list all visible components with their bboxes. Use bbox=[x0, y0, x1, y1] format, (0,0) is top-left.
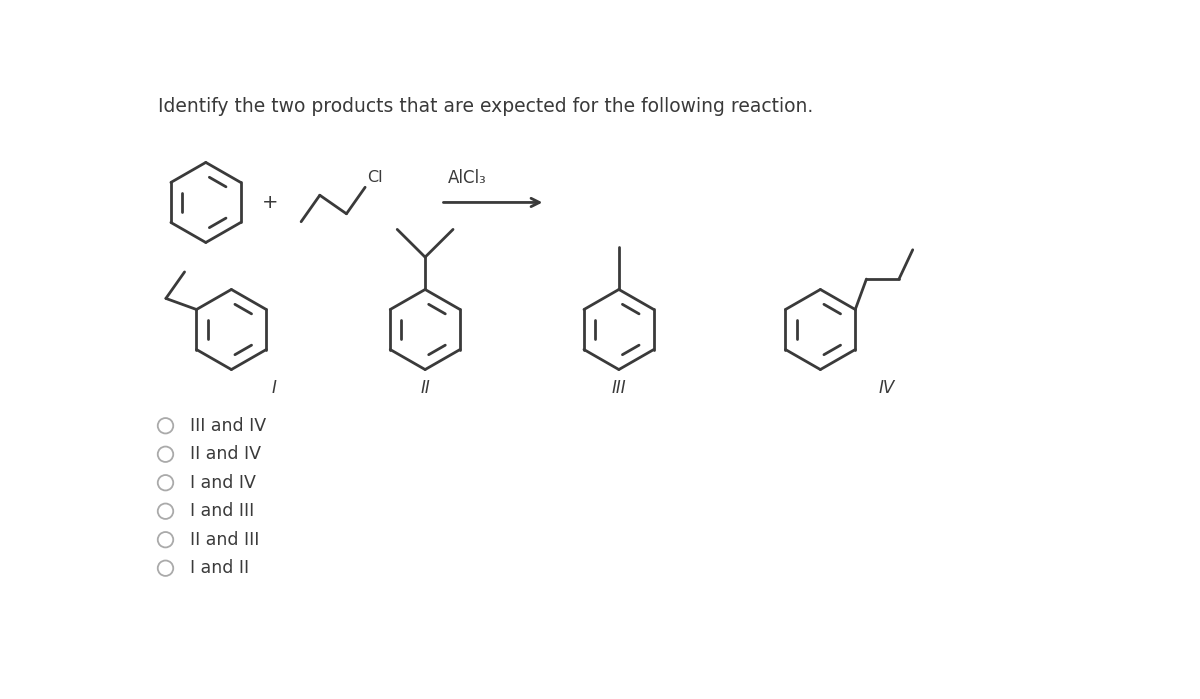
Text: I and III: I and III bbox=[191, 502, 254, 520]
Text: II: II bbox=[420, 379, 430, 397]
Text: II and IV: II and IV bbox=[191, 445, 262, 463]
Text: III and IV: III and IV bbox=[191, 417, 266, 435]
Text: +: + bbox=[262, 193, 278, 212]
Text: Cl: Cl bbox=[367, 170, 383, 185]
Text: I and II: I and II bbox=[191, 559, 250, 577]
Text: II and III: II and III bbox=[191, 531, 259, 549]
Text: Identify the two products that are expected for the following reaction.: Identify the two products that are expec… bbox=[157, 97, 814, 116]
Text: I: I bbox=[271, 379, 276, 397]
Text: AlCl₃: AlCl₃ bbox=[449, 169, 487, 187]
Text: IV: IV bbox=[878, 379, 894, 397]
Text: I and IV: I and IV bbox=[191, 474, 256, 491]
Text: III: III bbox=[612, 379, 626, 397]
